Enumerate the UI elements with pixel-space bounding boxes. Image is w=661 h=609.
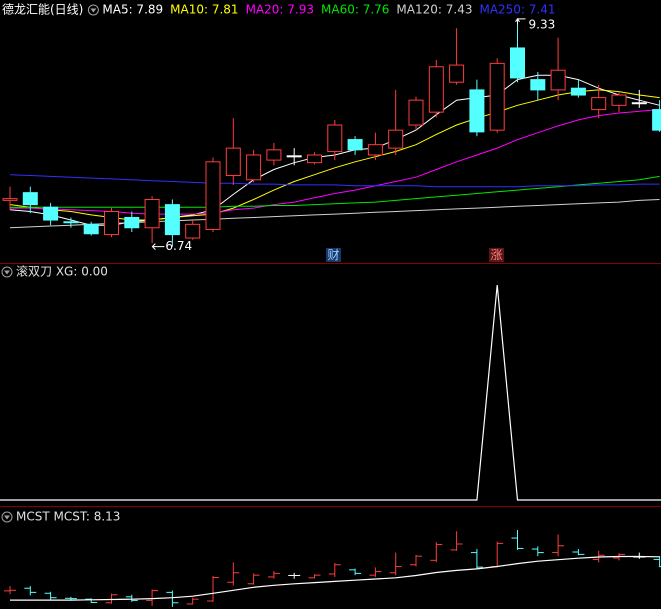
candle-body xyxy=(104,210,119,236)
candle-body xyxy=(225,147,241,177)
candle-body xyxy=(286,155,302,158)
candle-body xyxy=(469,89,485,133)
candle-body xyxy=(652,109,661,131)
annotation-arrow xyxy=(515,17,526,25)
candle-body xyxy=(22,192,38,206)
ma-line xyxy=(10,175,660,208)
annotation-arrow xyxy=(151,243,165,250)
marker-badge xyxy=(326,248,341,262)
panel-icon xyxy=(90,8,97,13)
candle-body xyxy=(408,99,424,126)
panel-title: MCST MCST: 8.13 xyxy=(16,510,120,524)
legend-entry: MA60: 7.76 xyxy=(321,3,389,17)
panel-icon xyxy=(4,515,10,520)
candle-body xyxy=(570,87,586,96)
mcst-line xyxy=(10,555,660,601)
candle-body xyxy=(591,97,607,111)
candle-body xyxy=(530,79,546,91)
legend-entry: MA120: 7.43 xyxy=(396,3,472,17)
candle-body xyxy=(307,154,322,164)
low-label: 6.74 xyxy=(165,239,192,253)
candle-body xyxy=(124,216,140,229)
candle-body xyxy=(611,94,627,106)
panel-icon xyxy=(1,511,13,523)
candle-body xyxy=(510,47,525,79)
candle-body xyxy=(449,64,465,83)
candle-body xyxy=(550,69,566,91)
candle-body xyxy=(2,198,18,201)
legend-entry: MA5: 7.89 xyxy=(102,3,163,17)
candle-body xyxy=(144,198,160,229)
candle-body xyxy=(43,206,59,221)
candle-body xyxy=(327,124,343,153)
legend-entry: MA250: 7.41 xyxy=(479,3,555,17)
candle-body xyxy=(246,154,262,181)
candle-body xyxy=(164,204,180,236)
panel-icon xyxy=(4,270,10,275)
legend-entry: MA10: 7.81 xyxy=(170,3,238,17)
candle-body xyxy=(83,223,99,235)
candle-body xyxy=(428,66,444,113)
chart-title: 德龙汇能(日线) xyxy=(2,2,83,17)
panel-title: 滚双刀 XG: 0.00 xyxy=(16,264,108,279)
candle-body xyxy=(185,223,201,239)
panel-icon xyxy=(1,266,13,278)
high-label: 9.33 xyxy=(529,17,556,31)
marker: 财 xyxy=(327,248,339,262)
candle-body xyxy=(63,221,79,224)
candle-body xyxy=(631,102,647,105)
candle-body xyxy=(367,144,383,156)
candle-body xyxy=(205,161,221,230)
candle-body xyxy=(347,139,363,151)
panel-icon xyxy=(87,4,99,16)
ma-line xyxy=(9,174,660,188)
candle-body xyxy=(388,129,404,149)
legend-entry: MA20: 7.93 xyxy=(246,3,314,17)
candle-body xyxy=(489,62,505,131)
indicator-line xyxy=(0,284,661,501)
marker: 涨 xyxy=(490,247,502,262)
marker-badge xyxy=(489,248,504,262)
candle-body xyxy=(266,149,282,161)
